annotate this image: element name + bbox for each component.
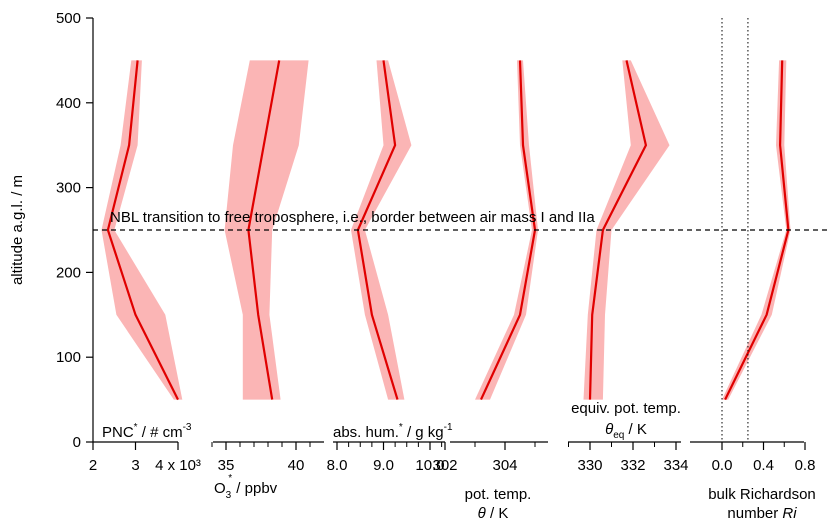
y-tick-label: 400: [56, 95, 81, 112]
theta-axis-label-line2: θ / K: [478, 505, 509, 522]
pnc-band: [101, 60, 183, 400]
ri-band: [722, 60, 791, 400]
abshum-x-tick-label: 8.0: [327, 457, 348, 474]
o3-x-tick-label: 35: [218, 457, 235, 474]
y-tick-label: 0: [73, 434, 81, 451]
ri-axis-label-line2: number Ri: [727, 505, 797, 522]
thetaeq-axis-label-line2: θeq / K: [605, 421, 647, 441]
ri-x-tick-label: 0.4: [753, 457, 774, 474]
thetaeq-x-tick-label: 334: [663, 457, 688, 474]
theta-x-tick-label: 304: [492, 457, 517, 474]
thetaeq-line: [588, 60, 648, 400]
y-tick-label: 500: [56, 10, 81, 27]
thetaeq-x-tick-label: 332: [620, 457, 645, 474]
y-tick-label: 200: [56, 264, 81, 281]
pnc-x-tick-label: 4 x 10³: [155, 457, 201, 474]
thetaeq-axis-label-line1: equiv. pot. temp.: [571, 400, 681, 417]
pnc-axis-label: PNC* / # cm-3: [102, 422, 192, 441]
reference-lines: [721, 18, 749, 442]
pnc-x-tick-label: 2: [89, 457, 97, 474]
o3-x-tick-label: 40: [288, 457, 305, 474]
abshum-band: [351, 60, 412, 400]
thetaeq-band: [583, 60, 670, 400]
o3-axis-label: O3* / ppbv: [214, 473, 278, 501]
y-axis-label: altitude a.g.l. / m: [9, 175, 26, 285]
y-axis: 0 100 200 300 400 500 altitude a.g.l. / m: [9, 10, 94, 451]
ri-axis-label-line1: bulk Richardson: [708, 486, 816, 503]
y-axis-ticks: 0 100 200 300 400 500: [56, 10, 93, 451]
panel-labels: PNC* / # cm-3 O3* / ppbv abs. hum.* / g …: [102, 400, 816, 522]
theta-axis-label-line1: pot. temp.: [465, 486, 532, 503]
pnc-x-tick-label: 3: [131, 457, 139, 474]
y-tick-label: 100: [56, 349, 81, 366]
theta-x-tick-label: 302: [432, 457, 457, 474]
abshum-axis-label: abs. hum.* / g kg-1: [333, 422, 453, 441]
ri-x-tick-label: 0.8: [795, 457, 816, 474]
annotation-text: NBL transition to free troposphere, i.e.…: [110, 209, 595, 226]
thetaeq-x-tick-label: 330: [577, 457, 602, 474]
ri-x-tick-label: 0.0: [712, 457, 733, 474]
abshum-x-tick-label: 10.0: [415, 457, 444, 474]
abshum-x-tick-label: 9.0: [373, 457, 394, 474]
pnc-line: [106, 60, 179, 401]
y-tick-label: 300: [56, 180, 81, 197]
